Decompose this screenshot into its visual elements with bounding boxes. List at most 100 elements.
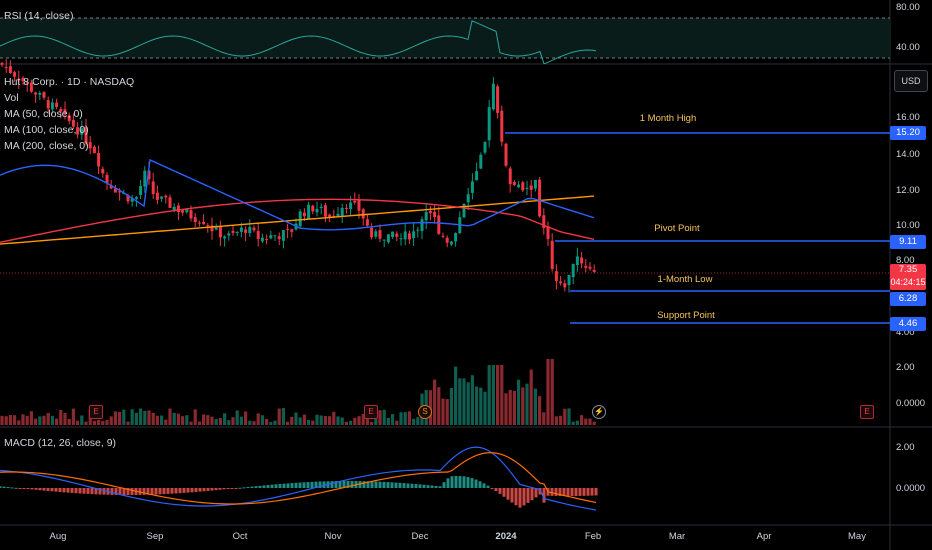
candle-body — [214, 227, 218, 230]
candle-body — [59, 109, 63, 112]
candle-body — [147, 170, 151, 180]
candle-body — [395, 233, 399, 237]
macd-histogram-bar — [462, 476, 466, 488]
legend-ma200[interactable]: MA (200, close, 0) — [4, 140, 89, 152]
volume-bar — [378, 410, 382, 425]
candle-body — [483, 142, 487, 153]
macd-histogram-bar — [518, 488, 522, 508]
volume-bar — [109, 416, 113, 425]
last-price-tag: 7.35 04:24:15 — [890, 264, 926, 290]
macd-histogram-bar — [338, 481, 342, 488]
macd-histogram-bar — [502, 488, 506, 497]
macd-histogram-bar — [322, 481, 326, 488]
macd-histogram-bar — [434, 485, 438, 488]
time-axis-feb: Feb — [584, 531, 602, 542]
macd-histogram-bar — [350, 480, 354, 488]
price-axis-10: 10.00 — [896, 220, 920, 231]
price-axis-14: 14.00 — [896, 149, 920, 160]
macd-histogram-bar — [586, 488, 590, 496]
candle-body — [97, 152, 101, 167]
macd-histogram-bar — [482, 483, 486, 488]
earnings-badge[interactable]: E — [860, 405, 874, 419]
candle-body — [223, 236, 227, 239]
macd-histogram-bar — [498, 488, 502, 494]
volume-bar — [344, 421, 348, 425]
macd-histogram-bar — [342, 480, 346, 488]
macd-histogram-bar — [102, 488, 106, 495]
macd-histogram-bar — [234, 488, 238, 489]
volume-bar — [38, 416, 42, 425]
volume-bar — [84, 421, 88, 425]
macd-histogram-bar — [298, 482, 302, 488]
macd-histogram-bar — [230, 488, 234, 489]
macd-histogram-bar — [430, 485, 434, 488]
volume-bar — [563, 408, 567, 425]
rsi-pane[interactable] — [0, 0, 932, 64]
macd-histogram-bar — [82, 488, 86, 494]
macd-histogram-bar — [318, 481, 322, 488]
volume-bar — [462, 378, 466, 425]
macd-histogram-bar — [174, 488, 178, 494]
volume-bar — [4, 416, 8, 425]
candle-body — [25, 82, 29, 84]
earnings-badge[interactable]: E — [364, 405, 378, 419]
macd-histogram-bar — [262, 485, 266, 488]
candle-body — [533, 180, 537, 189]
candle-body — [210, 225, 214, 232]
volume-bar — [269, 421, 273, 425]
macd-histogram-bar — [10, 487, 14, 489]
volume-bar — [441, 398, 445, 425]
candle-body — [55, 102, 59, 108]
macd-histogram-bar — [22, 488, 26, 489]
macd-histogram-bar — [118, 488, 122, 495]
candle-body — [332, 215, 336, 217]
volume-bar — [529, 369, 533, 425]
candle-body — [235, 232, 239, 234]
macd-histogram-bar — [138, 488, 142, 495]
macd-histogram-bar — [86, 488, 90, 494]
candle-body — [63, 109, 67, 113]
legend-ma50[interactable]: MA (50, close, 0) — [4, 108, 83, 120]
price-axis-16: 16.00 — [896, 112, 920, 123]
volume-bar — [554, 416, 558, 425]
legend-vol[interactable]: Vol — [4, 92, 19, 104]
macd-histogram-bar — [406, 483, 410, 488]
volume-bar — [286, 421, 290, 425]
macd-histogram-bar — [2, 486, 6, 488]
candle-body — [491, 83, 495, 110]
time-axis-mar: Mar — [668, 531, 686, 542]
candle-body — [265, 239, 269, 241]
candle-body — [403, 231, 407, 240]
earnings-badge[interactable]: E — [89, 405, 103, 419]
bar-countdown: 04:24:15 — [890, 277, 926, 287]
candle-body — [13, 72, 17, 77]
candle-body — [4, 67, 8, 69]
volume-bar — [353, 417, 357, 425]
volume-bar — [437, 387, 441, 425]
macd-histogram-bar — [270, 484, 274, 488]
currency-button[interactable]: USD — [894, 70, 928, 92]
rsi-axis-40: 40.00 — [896, 42, 920, 53]
macd-histogram-bar — [146, 488, 150, 495]
volume-bar — [361, 413, 365, 425]
macd-histogram-bar — [330, 481, 334, 488]
level-label-1-month-low: 1-Month Low — [657, 274, 713, 285]
candle-body — [424, 211, 428, 221]
ma100-line — [0, 198, 595, 243]
candle-body — [386, 234, 390, 243]
volume-bar — [559, 415, 563, 425]
macd-axis-2: 2.00 — [896, 442, 915, 453]
flash-icon[interactable]: ⚡ — [592, 405, 606, 419]
symbol-title[interactable]: Hut 8 Corp. · 1D · NASDAQ — [4, 76, 135, 88]
volume-bar — [281, 408, 285, 425]
legend-ma100[interactable]: MA (100, close, 0) — [4, 124, 89, 136]
macd-histogram-bar — [286, 483, 290, 488]
volume-bar — [491, 365, 495, 425]
volume-bar — [197, 421, 201, 425]
candle-body — [239, 227, 243, 232]
candle-body — [105, 174, 109, 183]
volume-bar — [538, 396, 542, 425]
split-badge[interactable]: S — [418, 405, 432, 419]
volume-bar — [550, 359, 554, 425]
